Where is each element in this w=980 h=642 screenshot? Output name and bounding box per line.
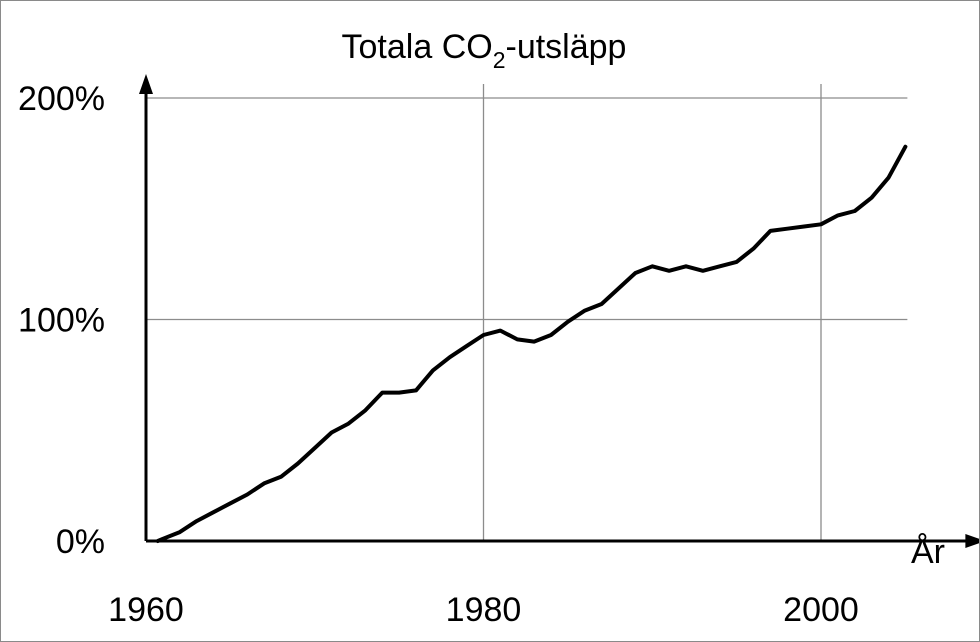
x-tick-label: 2000: [783, 591, 859, 629]
x-tick-label: 1960: [108, 591, 184, 629]
x-axis-arrow: [965, 534, 979, 548]
y-axis-arrow: [139, 74, 153, 94]
axes: [139, 74, 979, 548]
chart-title: Totala CO2-utsläpp: [342, 28, 627, 73]
chart-title-suffix: -utsläpp: [506, 28, 627, 66]
y-tick-label: 0%: [56, 523, 105, 561]
x-axis-label: År: [911, 533, 945, 571]
series-line: [155, 144, 908, 543]
grid-lines: [146, 84, 908, 541]
chart-title-prefix: Totala CO: [342, 28, 493, 66]
tick-labels: 0% 100% 200% 1960 1980 2000: [18, 80, 859, 629]
chart-title-subscript: 2: [493, 47, 506, 73]
y-tick-label: 100%: [18, 302, 105, 340]
series-layer: [155, 144, 908, 543]
y-tick-label: 200%: [18, 80, 105, 118]
x-tick-label: 1980: [446, 591, 522, 629]
